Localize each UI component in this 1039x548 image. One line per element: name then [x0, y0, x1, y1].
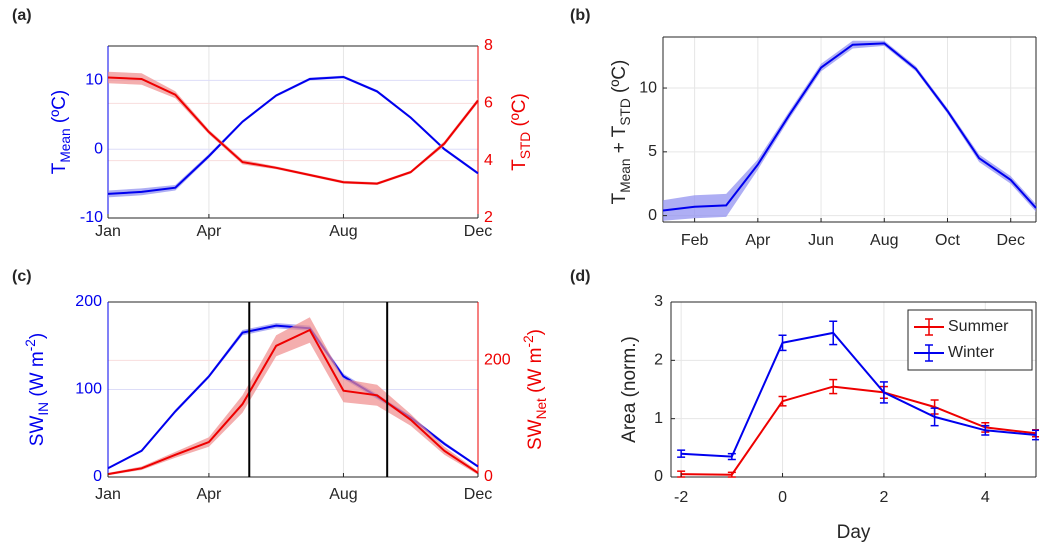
- left-axis-title-part-0: SW: [27, 416, 48, 447]
- right-tick-label-1: 4: [484, 152, 493, 169]
- right-axis-title: TSTD (ºC): [509, 93, 533, 171]
- right-axis-title-part-2: (W m: [525, 347, 546, 398]
- x-tick-label-0: Jan: [95, 223, 121, 240]
- right-axis-title-part-1: STD: [518, 132, 533, 159]
- right-axis-title-part-0: T: [509, 159, 530, 171]
- right-tick-label-2: 6: [484, 95, 493, 112]
- right-tick-label-3: 8: [484, 37, 493, 54]
- y-tick-label-3: 3: [654, 293, 663, 310]
- x-tick-label-4: Oct: [935, 232, 960, 249]
- x-tick-label-0: Feb: [681, 232, 709, 249]
- x-tick-label-2: Jun: [808, 232, 834, 249]
- y-tick-label-0: 0: [654, 468, 663, 485]
- x-tick-label-0: Jan: [95, 486, 121, 503]
- series-band-0: [108, 75, 478, 198]
- left-tick-label-0: 0: [93, 468, 102, 485]
- x-axis-title: Day: [837, 522, 871, 543]
- series-line-1: [107, 328, 479, 476]
- left-tick-label-1: 0: [94, 140, 103, 157]
- panel-d: -2 0 2 4 0 1 2 3 (d) Day Area (norm.) Summer Winter: [570, 268, 1039, 543]
- x-tick-label-1: 0: [778, 489, 787, 506]
- left-axis-title: TMean (ºC): [49, 90, 73, 174]
- y-axis-title-part-0: T: [609, 192, 630, 204]
- x-tick-label-3: 4: [981, 489, 990, 506]
- right-tick-label-1: 200: [484, 352, 511, 369]
- left-axis-title-part-1: IN: [36, 402, 51, 416]
- series-band-1: [108, 71, 478, 185]
- y-axis-title: TMean + TSTD (ºC): [609, 60, 633, 205]
- x-tick-label-1: Apr: [196, 223, 222, 240]
- right-axis-title-part-0: SW: [525, 419, 546, 450]
- legend-label-1: Winter: [948, 344, 995, 361]
- series-band-1: [108, 317, 478, 476]
- series-line-summer: [681, 385, 1037, 476]
- x-tick-label-2: Aug: [329, 223, 357, 240]
- left-tick-label-1: 100: [75, 381, 102, 398]
- panel-label: (a): [12, 7, 32, 24]
- right-tick-label-0: 0: [484, 468, 493, 485]
- series-line-winter: [681, 331, 1037, 458]
- y-tick-label-2: 2: [654, 352, 663, 369]
- y-tick-label-1: 1: [654, 410, 663, 427]
- y-axis-title-part-3: STD: [618, 98, 633, 125]
- x-tick-label-1: Apr: [196, 486, 222, 503]
- x-tick-label-3: Aug: [870, 232, 898, 249]
- left-axis-title: SWIN (W m-2): [22, 333, 50, 446]
- left-tick-label-2: 200: [75, 293, 102, 310]
- x-tick-label-3: Dec: [464, 486, 492, 503]
- x-tick-label-0: -2: [674, 489, 688, 506]
- y-axis-title: Area (norm.): [619, 336, 640, 443]
- legend-label-0: Summer: [948, 318, 1009, 335]
- right-axis-title-part-3: -2: [520, 335, 535, 347]
- left-tick-label-0: -10: [80, 209, 103, 226]
- y-axis-title-part-2: + T: [609, 125, 630, 158]
- right-axis-title-part-4: ): [525, 329, 546, 335]
- panel-b: Feb Apr Jun Aug Oct Dec 0 5 10 (b) TMean + TSTD (º…: [570, 7, 1037, 249]
- left-tick-label-2: 10: [85, 72, 103, 89]
- series-line-0: [107, 75, 479, 195]
- x-tick-label-3: Dec: [464, 223, 492, 240]
- x-tick-label-5: Dec: [996, 232, 1024, 249]
- panel-label: (b): [570, 7, 590, 24]
- series-band-0: [663, 40, 1036, 221]
- x-tick-label-2: Aug: [329, 486, 357, 503]
- panel-label: (d): [570, 268, 590, 285]
- right-axis-title: SWNet (W m-2): [520, 329, 548, 450]
- left-axis-title-part-2: (W m: [27, 351, 48, 402]
- x-tick-label-2: 2: [879, 489, 888, 506]
- left-axis-title-part-4: ): [27, 333, 48, 339]
- left-axis-title-part-0: T: [49, 162, 70, 174]
- y-axis-title-part-4: (ºC): [609, 60, 630, 99]
- y-tick-label-1: 5: [648, 143, 657, 160]
- right-axis-title-part-2: (ºC): [509, 93, 530, 132]
- left-axis-title-part-2: (ºC): [49, 90, 70, 129]
- series-line-1: [107, 76, 479, 185]
- x-tick-label-1: Apr: [745, 232, 771, 249]
- left-axis-title-part-3: -2: [22, 339, 37, 351]
- panel-label: (c): [12, 268, 32, 285]
- series-line-0: [662, 42, 1037, 212]
- y-axis-title-part-1: Mean: [618, 159, 633, 193]
- right-tick-label-0: 2: [484, 209, 493, 226]
- right-axis-title-part-1: Net: [534, 398, 549, 419]
- y-tick-label-0: 0: [648, 207, 657, 224]
- left-axis-title-part-1: Mean: [58, 128, 73, 162]
- y-tick-label-2: 10: [639, 79, 657, 96]
